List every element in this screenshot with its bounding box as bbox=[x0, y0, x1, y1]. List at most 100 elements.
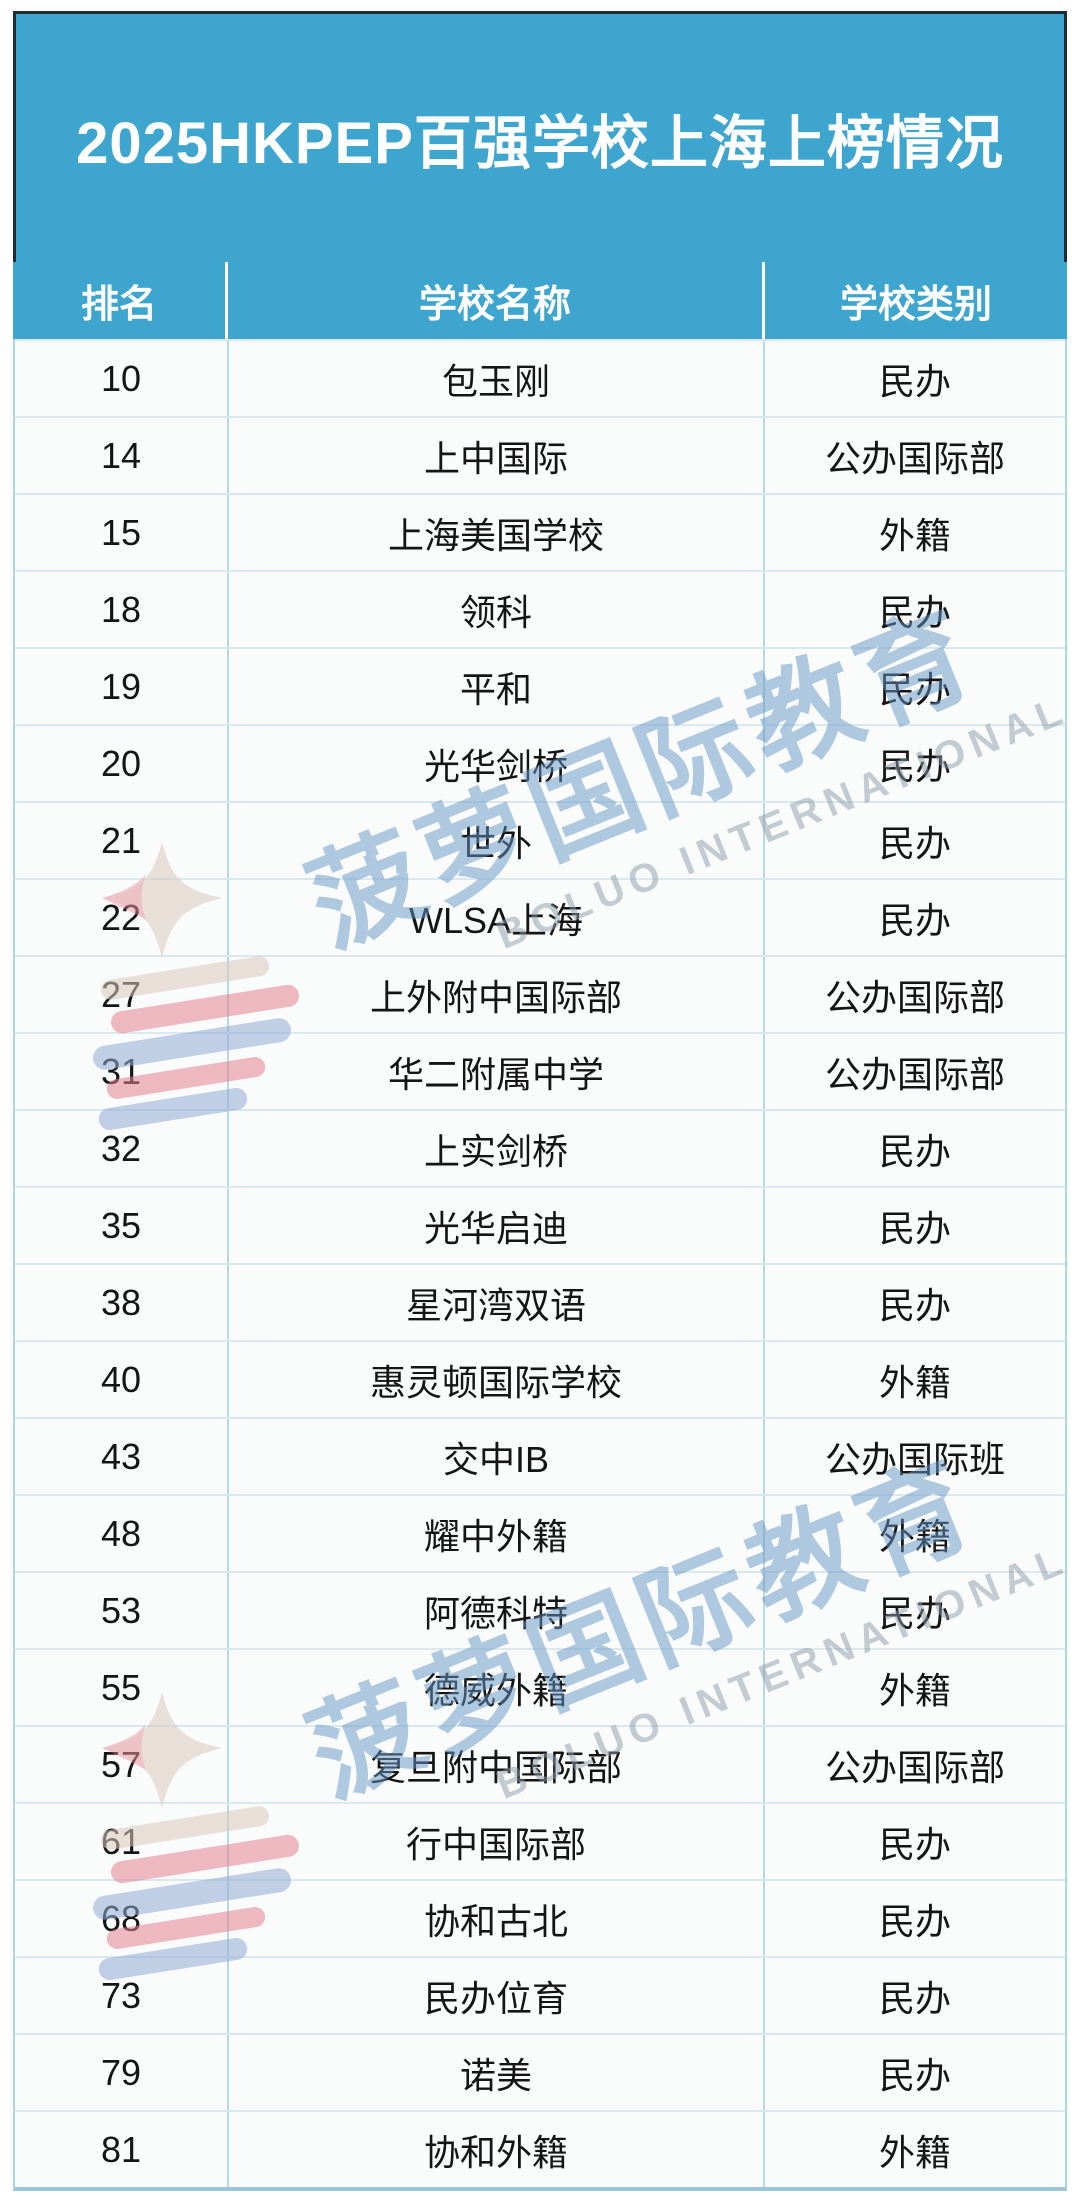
table-body: 10 包玉刚 民办 14 上中国际 公办国际部 15 上海美国学校 外籍 18 … bbox=[13, 339, 1067, 2191]
school-name-cell: 华二附属中学 bbox=[229, 1034, 765, 1109]
rank-cell: 43 bbox=[15, 1419, 229, 1494]
table-row: 79 诺美 民办 bbox=[15, 2033, 1065, 2110]
rank-cell: 14 bbox=[15, 418, 229, 493]
school-name-cell: 协和古北 bbox=[229, 1881, 765, 1956]
school-name-cell: 上中国际 bbox=[229, 418, 765, 493]
school-type-cell: 外籍 bbox=[878, 514, 951, 556]
rank-cell: 32 bbox=[15, 1111, 229, 1186]
rank-cell: 53 bbox=[15, 1573, 229, 1648]
rank-cell: 19 bbox=[15, 649, 229, 724]
school-type-cell: 公办国际部 bbox=[824, 1053, 1005, 1095]
school-type-cell: 外籍 bbox=[878, 1361, 951, 1403]
school-name-cell: 上海美国学校 bbox=[229, 495, 765, 570]
table-header-row: 排名 学校名称 学校类别 bbox=[13, 262, 1067, 339]
rank-cell: 55 bbox=[15, 1650, 229, 1725]
school-name-cell: 协和外籍 bbox=[229, 2112, 765, 2187]
rank-cell: 40 bbox=[15, 1342, 229, 1417]
table-row: 35 光华启迪 民办 bbox=[15, 1186, 1065, 1263]
rank-cell: 20 bbox=[15, 726, 229, 801]
rank-cell: 79 bbox=[15, 2035, 229, 2110]
rank-cell: 81 bbox=[15, 2112, 229, 2187]
school-type-cell: 民办 bbox=[878, 822, 951, 864]
school-type-cell: 民办 bbox=[878, 745, 951, 787]
rank-cell: 15 bbox=[15, 495, 229, 570]
page-title: 2025HKPEP百强学校上海上榜情况 bbox=[76, 111, 1004, 176]
school-name-cell: 星河湾双语 bbox=[229, 1265, 765, 1340]
school-name-cell: 诺美 bbox=[229, 2035, 765, 2110]
school-name-cell: 民办位育 bbox=[229, 1958, 765, 2033]
school-name-cell: 阿德科特 bbox=[229, 1573, 765, 1648]
school-name-cell: 光华启迪 bbox=[229, 1188, 765, 1263]
school-name-cell: 惠灵顿国际学校 bbox=[229, 1342, 765, 1417]
table-row: 61 行中国际部 民办 bbox=[15, 1802, 1065, 1879]
school-type-cell: 民办 bbox=[878, 2054, 951, 2096]
rank-cell: 10 bbox=[15, 341, 229, 416]
school-name-cell: 包玉刚 bbox=[229, 341, 765, 416]
school-name-cell: 德威外籍 bbox=[229, 1650, 765, 1725]
school-type-cell: 民办 bbox=[878, 360, 951, 402]
title-banner: 2025HKPEP百强学校上海上榜情况 bbox=[13, 11, 1067, 262]
table-row: 27 上外附中国际部 公办国际部 bbox=[15, 955, 1065, 1032]
table-row: 73 民办位育 民办 bbox=[15, 1956, 1065, 2033]
rank-cell: 21 bbox=[15, 803, 229, 878]
rank-cell: 68 bbox=[15, 1881, 229, 1956]
table-row: 68 协和古北 民办 bbox=[15, 1879, 1065, 1956]
rank-cell: 73 bbox=[15, 1958, 229, 2033]
table-row: 14 上中国际 公办国际部 bbox=[15, 416, 1065, 493]
table-row: 48 耀中外籍 外籍 bbox=[15, 1494, 1065, 1571]
school-name-cell: 平和 bbox=[229, 649, 765, 724]
rank-cell: 57 bbox=[15, 1727, 229, 1802]
school-type-cell: 外籍 bbox=[878, 1515, 951, 1557]
rank-cell: 35 bbox=[15, 1188, 229, 1263]
table-row: 10 包玉刚 民办 bbox=[15, 339, 1065, 416]
rank-cell: 48 bbox=[15, 1496, 229, 1571]
school-type-cell: 外籍 bbox=[878, 1669, 951, 1711]
table-row: 19 平和 民办 bbox=[15, 647, 1065, 724]
column-header-rank: 排名 bbox=[13, 262, 228, 339]
school-type-cell: 公办国际部 bbox=[824, 976, 1005, 1018]
school-type-cell: 民办 bbox=[878, 1823, 951, 1865]
school-name-cell: 上实剑桥 bbox=[229, 1111, 765, 1186]
school-type-cell: 民办 bbox=[878, 1207, 951, 1249]
table-row: 81 协和外籍 外籍 bbox=[15, 2110, 1065, 2187]
school-name-cell: 耀中外籍 bbox=[229, 1496, 765, 1571]
school-type-cell: 民办 bbox=[878, 1900, 951, 1942]
table-row: 40 惠灵顿国际学校 外籍 bbox=[15, 1340, 1065, 1417]
table-row: 38 星河湾双语 民办 bbox=[15, 1263, 1065, 1340]
table-row: 22 WLSA上海 民办 bbox=[15, 878, 1065, 955]
school-type-cell: 民办 bbox=[878, 1592, 951, 1634]
school-type-cell: 民办 bbox=[878, 1977, 951, 2019]
school-type-cell: 公办国际部 bbox=[824, 1746, 1005, 1788]
table-row: 57 复旦附中国际部 公办国际部 bbox=[15, 1725, 1065, 1802]
school-name-cell: WLSA上海 bbox=[229, 880, 765, 955]
school-type-cell: 民办 bbox=[878, 668, 951, 710]
school-type-cell: 民办 bbox=[878, 591, 951, 633]
rank-cell: 18 bbox=[15, 572, 229, 647]
table-row: 53 阿德科特 民办 bbox=[15, 1571, 1065, 1648]
column-header-school-type: 学校类别 bbox=[839, 284, 992, 326]
table-row: 21 世外 民办 bbox=[15, 801, 1065, 878]
rank-cell: 22 bbox=[15, 880, 229, 955]
rank-cell: 31 bbox=[15, 1034, 229, 1109]
school-name-cell: 世外 bbox=[229, 803, 765, 878]
rank-cell: 61 bbox=[15, 1804, 229, 1879]
school-type-cell: 民办 bbox=[878, 899, 951, 941]
table-row: 18 领科 民办 bbox=[15, 570, 1065, 647]
table-row: 32 上实剑桥 民办 bbox=[15, 1109, 1065, 1186]
school-name-cell: 复旦附中国际部 bbox=[229, 1727, 765, 1802]
school-type-cell: 民办 bbox=[878, 1284, 951, 1326]
rank-cell: 27 bbox=[15, 957, 229, 1032]
column-header-school-name: 学校名称 bbox=[228, 262, 765, 339]
school-type-cell: 民办 bbox=[878, 1130, 951, 1172]
school-name-cell: 光华剑桥 bbox=[229, 726, 765, 801]
rank-cell: 38 bbox=[15, 1265, 229, 1340]
school-name-cell: 交中IB bbox=[229, 1419, 765, 1494]
table-row: 31 华二附属中学 公办国际部 bbox=[15, 1032, 1065, 1109]
table-row: 55 德威外籍 外籍 bbox=[15, 1648, 1065, 1725]
school-type-cell: 公办国际班 bbox=[824, 1438, 1005, 1480]
school-name-cell: 上外附中国际部 bbox=[229, 957, 765, 1032]
table-row: 20 光华剑桥 民办 bbox=[15, 724, 1065, 801]
school-name-cell: 行中国际部 bbox=[229, 1804, 765, 1879]
school-type-cell: 外籍 bbox=[878, 2131, 951, 2173]
